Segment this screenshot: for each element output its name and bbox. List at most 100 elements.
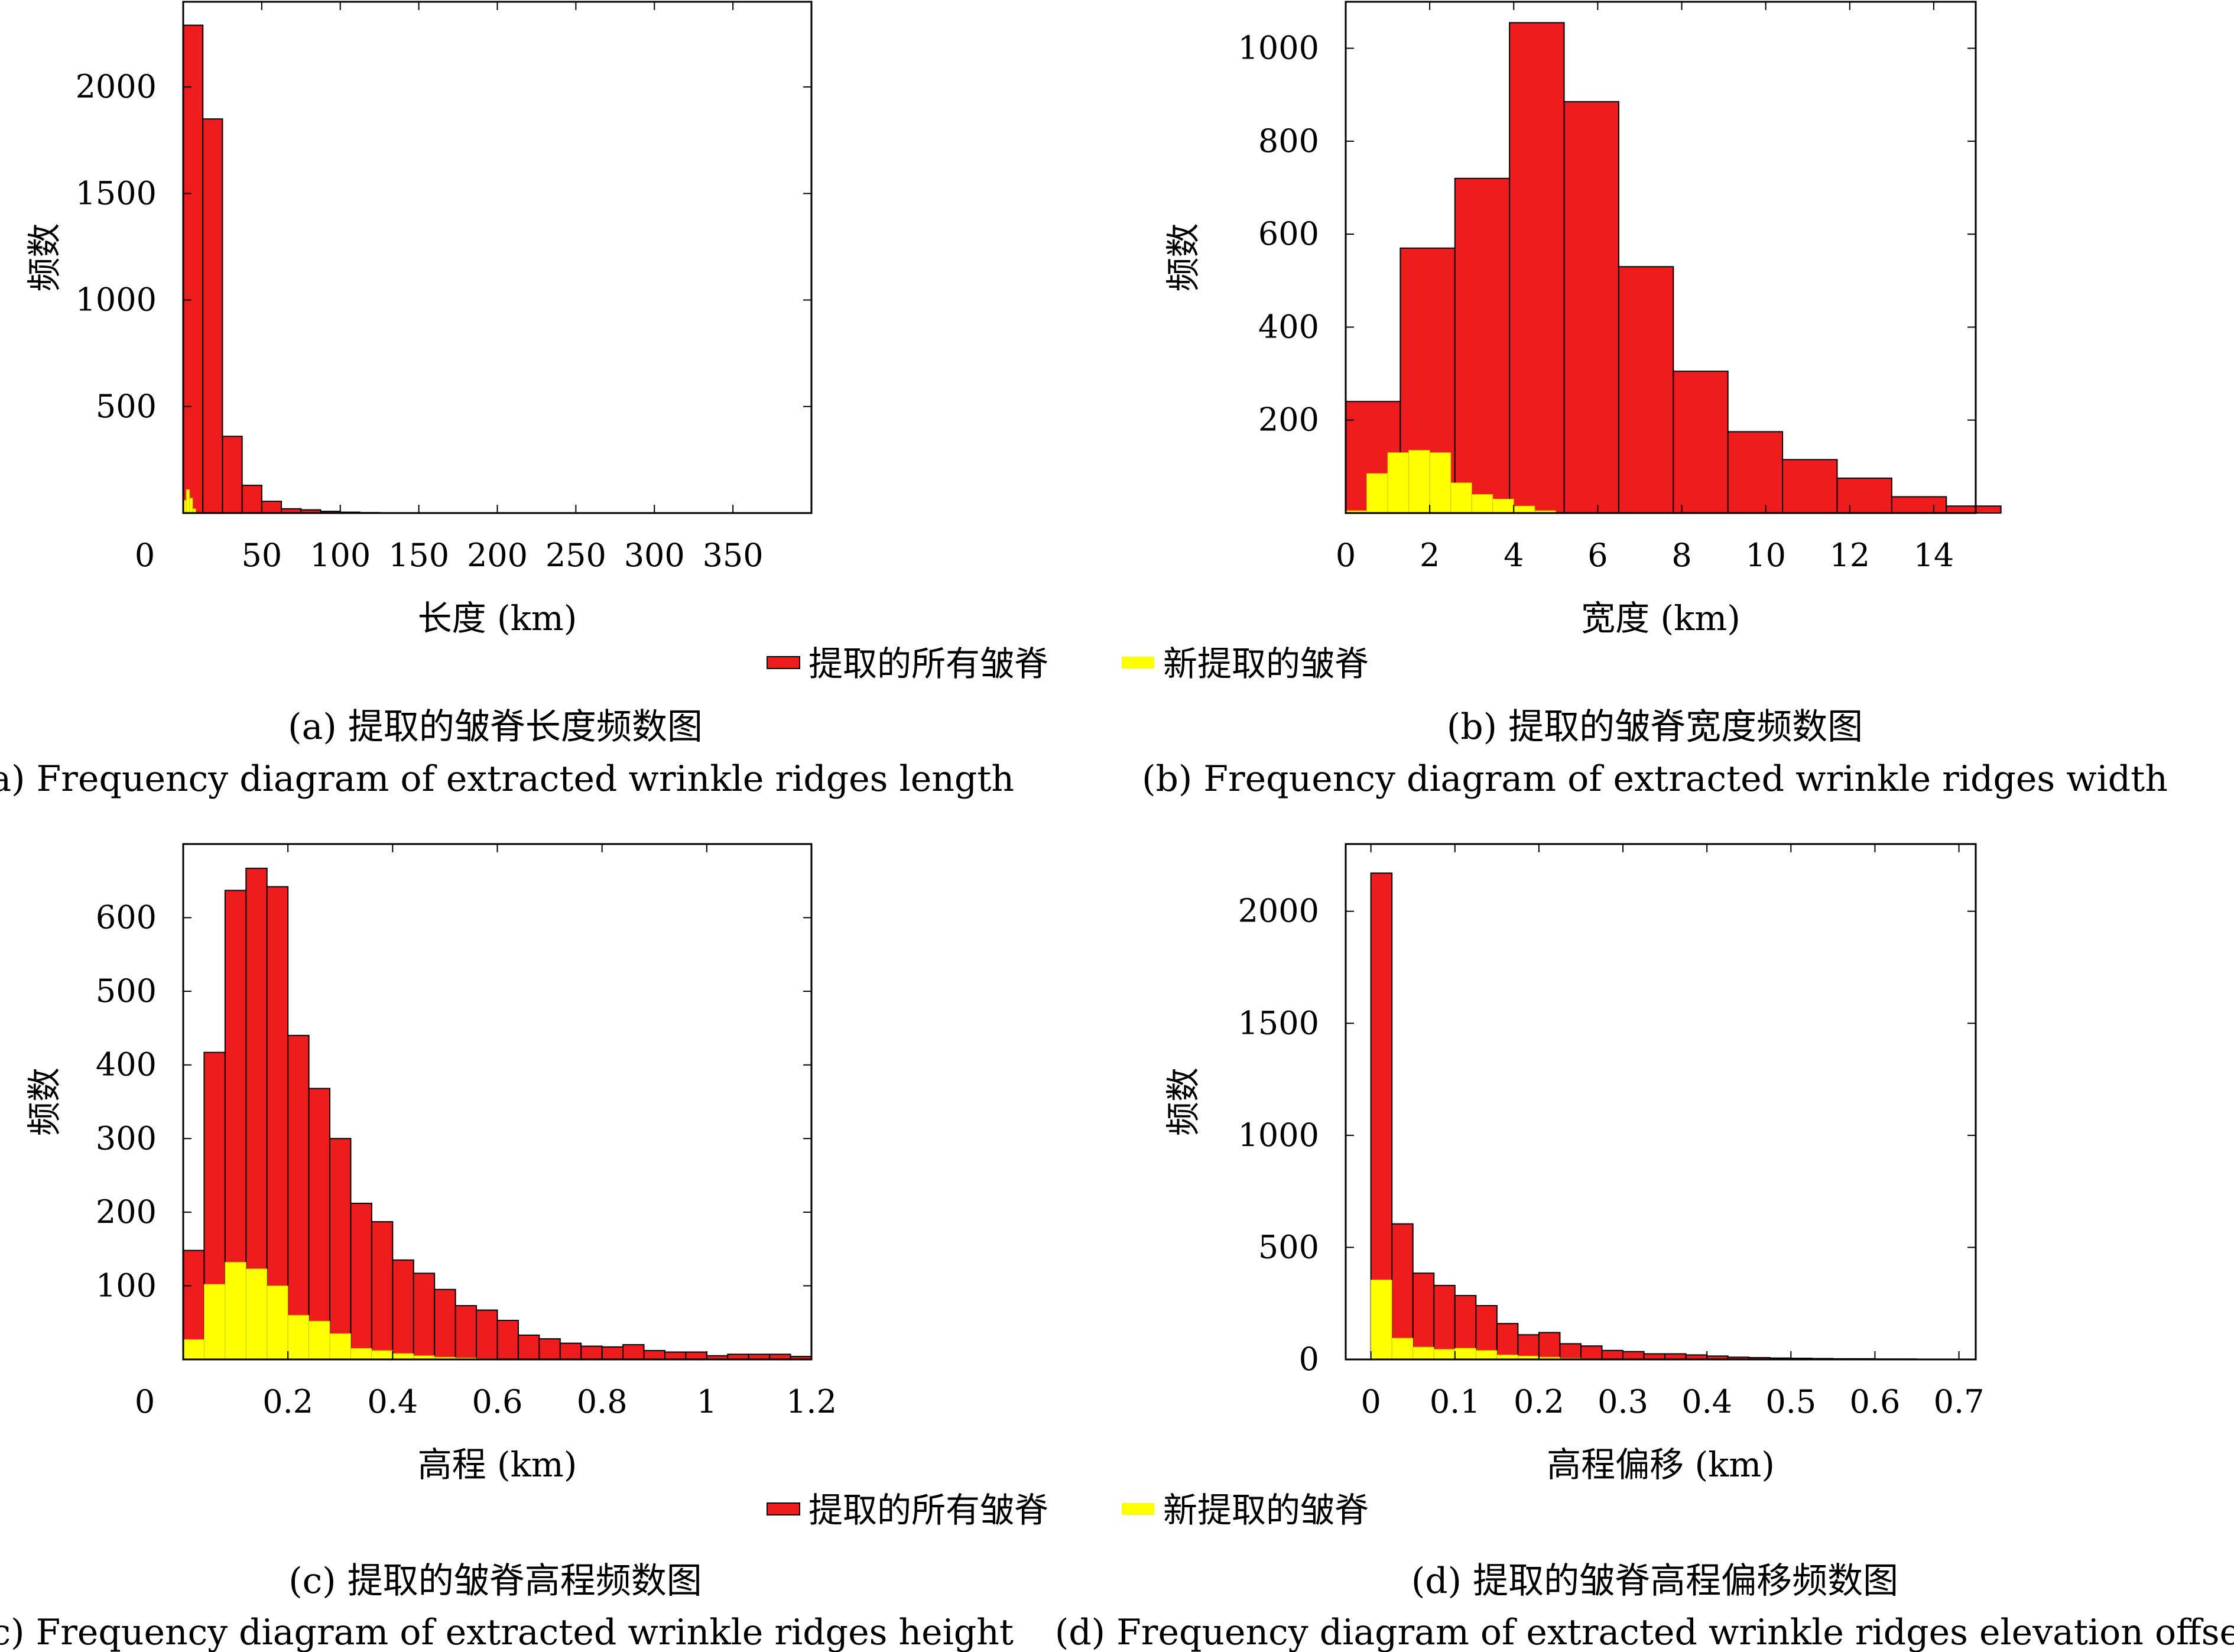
bar-new-c-1 — [203, 1284, 226, 1360]
bar-all-d-9 — [1559, 1343, 1582, 1361]
bar-new-b-1 — [1366, 473, 1388, 514]
bar-all-b-9 — [1836, 478, 1892, 514]
bar-all-c-7 — [329, 1138, 352, 1361]
x-tick-label: 250 — [545, 537, 606, 574]
y-tick-label: 500 — [1258, 1228, 1319, 1265]
x-tick-label: 0 — [1336, 537, 1356, 574]
caption-a-zh: (a) 提取的皱脊长度频数图 — [288, 706, 703, 748]
bar-new-b-2 — [1387, 452, 1410, 514]
legend-swatch-new — [1122, 1503, 1154, 1515]
bar-new-d-5 — [1475, 1350, 1498, 1360]
bar-all-d-7 — [1517, 1334, 1540, 1361]
x-axis-label: 高程 (km) — [418, 1445, 577, 1485]
panel-c-height-histogram: 0 0.2 0.4 0.6 0.8 1 1.2 100 200 300 400 500 600 高程 (k… — [24, 843, 837, 1485]
y-tick-label: 500 — [96, 388, 157, 425]
bar-all-c-16 — [517, 1334, 540, 1360]
x-tick-label: 0.1 — [1430, 1383, 1480, 1420]
y-tick-label: 400 — [96, 1046, 157, 1083]
x-tick-label: 50 — [242, 537, 283, 574]
x-tick-label: 12 — [1829, 537, 1870, 574]
caption-d-zh: (d) 提取的皱脊高程偏移频数图 — [1411, 1560, 1898, 1602]
bar-all-a-2 — [222, 436, 243, 514]
bar-new-c-2 — [225, 1262, 246, 1360]
bar-new-d-1 — [1391, 1338, 1414, 1360]
y-tick-label: 500 — [96, 972, 157, 1010]
bar-new-d-3 — [1433, 1349, 1456, 1360]
x-tick-label: 0.4 — [1681, 1383, 1732, 1420]
x-tick-label: 100 — [310, 537, 371, 574]
x-tick-label: 0.8 — [577, 1383, 628, 1420]
x-tick-label: 300 — [624, 537, 685, 574]
y-tick-label: 1500 — [76, 174, 157, 212]
bar-all-c-24 — [685, 1351, 707, 1361]
bar-all-c-23 — [664, 1351, 687, 1361]
y-tick-label: 200 — [96, 1193, 157, 1231]
bar-new-d-0 — [1371, 1279, 1392, 1360]
y-tick-label: 1000 — [1238, 30, 1319, 67]
y-tick-label: 2000 — [76, 68, 157, 105]
bar-new-d-4 — [1454, 1348, 1476, 1360]
bar-new-c-7 — [329, 1333, 351, 1360]
caption-b-en: (b) Frequency diagram of extracted wrink… — [1142, 758, 2168, 800]
legend-swatch-new — [1122, 657, 1154, 668]
y-tick-label: 100 — [96, 1267, 157, 1304]
bar-new-b-6 — [1471, 494, 1493, 514]
bar-all-d-12 — [1622, 1351, 1645, 1361]
bar-all-a-1 — [202, 118, 223, 514]
y-tick-label: 400 — [1258, 308, 1319, 345]
bar-all-c-5 — [287, 1034, 310, 1360]
bar-all-c-21 — [622, 1344, 645, 1360]
bar-all-c-17 — [538, 1338, 561, 1361]
legend-swatch-all — [767, 656, 800, 669]
x-tick-label: 0 — [135, 537, 155, 574]
x-tick-label: 6 — [1587, 537, 1608, 574]
bar-all-c-22 — [643, 1350, 665, 1361]
x-tick-label: 1 — [697, 1383, 717, 1420]
bar-all-c-18 — [559, 1342, 582, 1360]
panel-d-offset-histogram: 0 0.1 0.2 0.3 0.4 0.5 0.6 0.7 0 500 1000 1500 2000 高程… — [1163, 843, 1985, 1485]
bar-all-b-4 — [1563, 101, 1619, 514]
bar-all-d-6 — [1496, 1323, 1519, 1360]
panel-b-width-histogram: 0 2 4 6 8 10 12 14 200 400 600 800 1000 宽度 (km) 频数 — [1163, 1, 2002, 638]
bar-new-c-0 — [183, 1339, 204, 1360]
bar-all-b-6 — [1673, 371, 1729, 514]
y-tick-label: 300 — [96, 1119, 157, 1157]
x-tick-label: 2 — [1420, 537, 1440, 574]
bar-all-b-10 — [1891, 496, 1947, 514]
caption-c-en: (c) Frequency diagram of extracted wrink… — [0, 1612, 1014, 1652]
bar-new-b-8 — [1513, 505, 1535, 514]
x-tick-label: 4 — [1504, 537, 1524, 574]
axes-frame-b — [1345, 1, 1977, 514]
y-axis-label: 频数 — [1163, 223, 1203, 291]
y-tick-label: 2000 — [1238, 892, 1319, 930]
bar-all-c-8 — [350, 1202, 372, 1360]
bar-all-b-2 — [1454, 177, 1511, 514]
legend-label-all: 提取的所有皱脊 — [808, 1490, 1048, 1530]
x-tick-label: 150 — [388, 537, 449, 574]
bar-all-d-0 — [1370, 872, 1393, 1361]
bar-new-a-2 — [189, 498, 193, 514]
x-tick-label: 10 — [1745, 537, 1786, 574]
bar-new-c-5 — [287, 1315, 310, 1360]
bar-new-b-4 — [1429, 452, 1452, 514]
bar-all-b-11 — [1946, 505, 2002, 514]
x-tick-label: 0.6 — [1849, 1383, 1900, 1420]
bar-all-d-11 — [1601, 1349, 1624, 1360]
x-tick-label: 0.3 — [1597, 1383, 1648, 1420]
x-tick-label: 14 — [1914, 537, 1954, 574]
x-tick-label: 200 — [467, 537, 528, 574]
bar-new-b-7 — [1492, 498, 1514, 514]
y-tick-label: 1500 — [1238, 1004, 1319, 1041]
bar-all-d-3 — [1433, 1284, 1456, 1361]
legend-swatch-all — [767, 1502, 800, 1515]
y-tick-label: 600 — [1258, 215, 1319, 252]
panel-a-length-histogram: 0 50 100 150 200 250 300 350 500 1000 1500 2000 长度 (… — [24, 1, 813, 638]
y-tick-label: 0 — [1299, 1341, 1319, 1378]
y-axis-label: 频数 — [1163, 1067, 1203, 1136]
bar-all-b-5 — [1618, 266, 1674, 514]
bar-all-b-3 — [1509, 22, 1565, 514]
x-tick-label: 0.6 — [472, 1383, 523, 1420]
bar-new-c-6 — [309, 1320, 330, 1360]
bar-all-c-10 — [392, 1259, 414, 1361]
bar-new-d-2 — [1413, 1346, 1434, 1360]
